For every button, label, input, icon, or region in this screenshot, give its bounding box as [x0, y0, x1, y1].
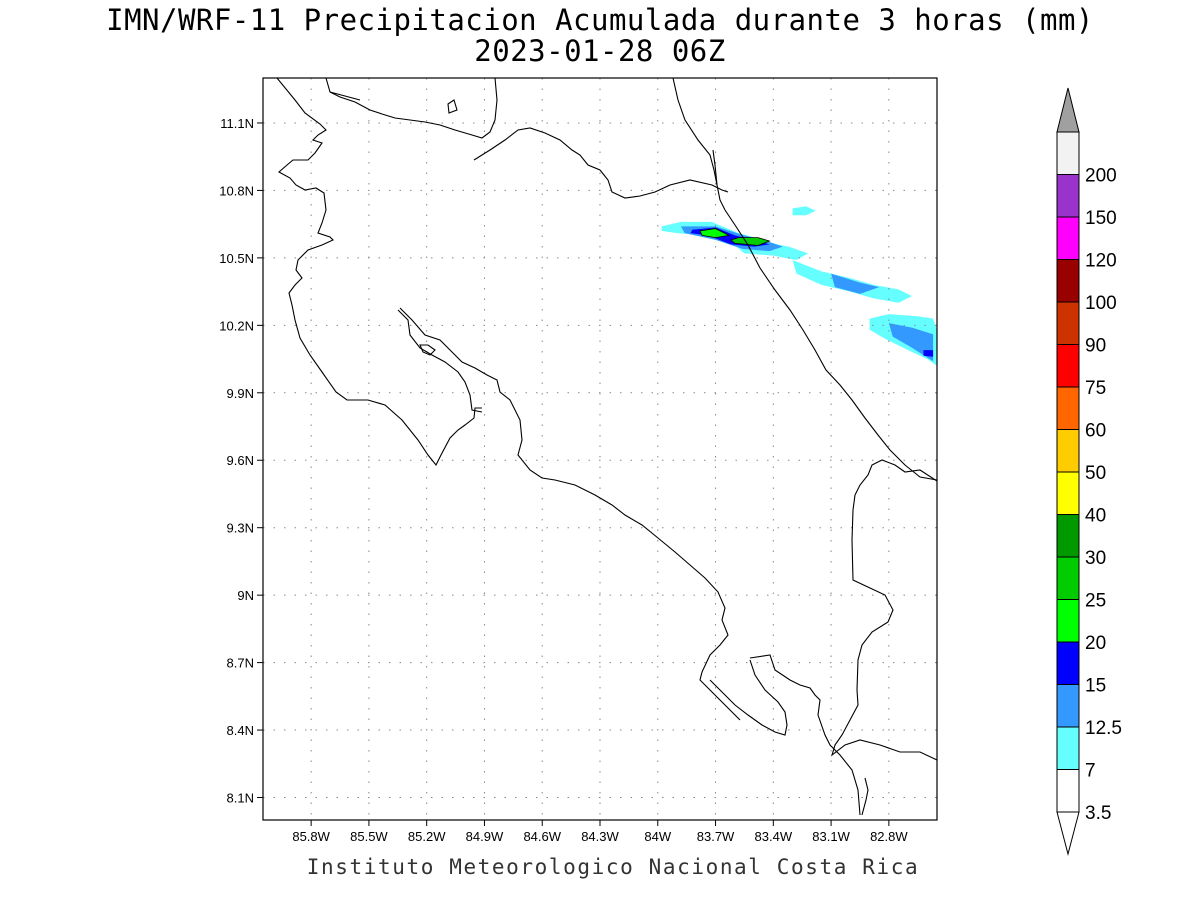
- colorbar-swatch: [1056, 641, 1080, 685]
- precip-region-3.5: [792, 206, 816, 216]
- lon-tick-label: 85.8W: [292, 829, 330, 844]
- colorbar-swatch: [1056, 726, 1080, 770]
- colorbar-swatch: [1056, 599, 1080, 643]
- colorbar-label: 90: [1085, 336, 1106, 357]
- colorbar-label: 40: [1085, 506, 1106, 527]
- institution-credit: Instituto Meteorologico Nacional Costa R…: [306, 855, 920, 879]
- lon-tick-label: 83.1W: [812, 829, 850, 844]
- colorbar-swatch: [1056, 216, 1080, 260]
- colorbar-swatch: [1056, 514, 1080, 558]
- precipitation-shading: [661, 206, 937, 366]
- precip-region-7: [888, 323, 934, 362]
- map-subtitle-datetime: 2023-01-28 06Z: [474, 34, 726, 68]
- precip-region-15: [699, 228, 731, 239]
- colorbar-swatch: [1056, 386, 1080, 430]
- colorbar-label: 150: [1085, 208, 1117, 229]
- colorbar-label: 50: [1085, 463, 1106, 484]
- colorbar-bottom-arrow: [1056, 811, 1080, 856]
- colorbar-label: 25: [1085, 591, 1106, 612]
- lat-tick-label: 9.9N: [227, 386, 254, 401]
- colorbar-label: 200: [1085, 166, 1117, 187]
- colorbar-label: 12.5: [1085, 718, 1122, 739]
- colorbar-swatch: [1056, 471, 1080, 515]
- colorbar-swatch: [1056, 344, 1080, 388]
- colorbar-swatch: [1056, 769, 1080, 813]
- lon-tick-label: 85.2W: [408, 829, 446, 844]
- coastline: [276, 78, 937, 816]
- lon-tick-label: 84W: [644, 829, 671, 844]
- colorbar-legend: 3.5 7 12.5 15 20 25 30 40 50 60 75 90 100 120 150 200: [1056, 87, 1122, 856]
- map-title: IMN/WRF-11 Precipitacion Acumulada duran…: [106, 3, 1094, 37]
- colorbar-label: 15: [1085, 676, 1106, 697]
- lat-tick-label: 8.7N: [227, 656, 254, 671]
- colorbar-swatch: [1056, 556, 1080, 600]
- lat-tick-label: 9N: [237, 588, 254, 603]
- colorbar-label: 120: [1085, 251, 1117, 272]
- axis-ticks: 11.1N 10.8N 10.5N 10.2N 9.9N 9.6N 9.3N 9N 8.7N 8.…: [219, 116, 908, 844]
- lon-tick-label: 84.9W: [466, 829, 504, 844]
- lon-tick-label: 82.8W: [870, 829, 908, 844]
- lon-tick-label: 84.3W: [581, 829, 619, 844]
- colorbar-label: 7: [1085, 761, 1096, 782]
- precip-region-20: [730, 237, 771, 246]
- colorbar-label: 100: [1085, 293, 1117, 314]
- lat-tick-label: 8.1N: [227, 791, 254, 806]
- colorbar-swatch: [1056, 259, 1080, 303]
- colorbar-top-arrow: [1056, 87, 1080, 133]
- lon-tick-label: 83.7W: [697, 829, 735, 844]
- colorbar-swatch: [1056, 429, 1080, 473]
- precip-region-12.5: [923, 350, 934, 357]
- lon-tick-label: 85.5W: [350, 829, 388, 844]
- lat-tick-label: 10.8N: [219, 183, 254, 198]
- colorbar-swatch: [1056, 131, 1080, 175]
- colorbar-label: 20: [1085, 633, 1106, 654]
- lon-tick-label: 83.4W: [755, 829, 793, 844]
- lon-tick-label: 84.6W: [523, 829, 561, 844]
- colorbar-swatch: [1056, 301, 1080, 345]
- lat-tick-label: 11.1N: [220, 116, 254, 131]
- colorbar-swatch: [1056, 684, 1080, 728]
- colorbar-label: 3.5: [1085, 803, 1111, 824]
- lat-tick-label: 10.5N: [219, 251, 254, 266]
- colorbar-label: 30: [1085, 548, 1106, 569]
- precip-region-7: [831, 273, 880, 294]
- colorbar-label: 75: [1085, 378, 1106, 399]
- lat-tick-label: 8.4N: [227, 723, 254, 738]
- lat-lon-grid: [263, 78, 937, 820]
- lat-tick-label: 9.6N: [227, 453, 254, 468]
- lat-tick-label: 9.3N: [227, 521, 254, 536]
- colorbar-label: 60: [1085, 421, 1106, 442]
- lat-tick-label: 10.2N: [219, 318, 254, 333]
- colorbar-swatch: [1056, 174, 1080, 218]
